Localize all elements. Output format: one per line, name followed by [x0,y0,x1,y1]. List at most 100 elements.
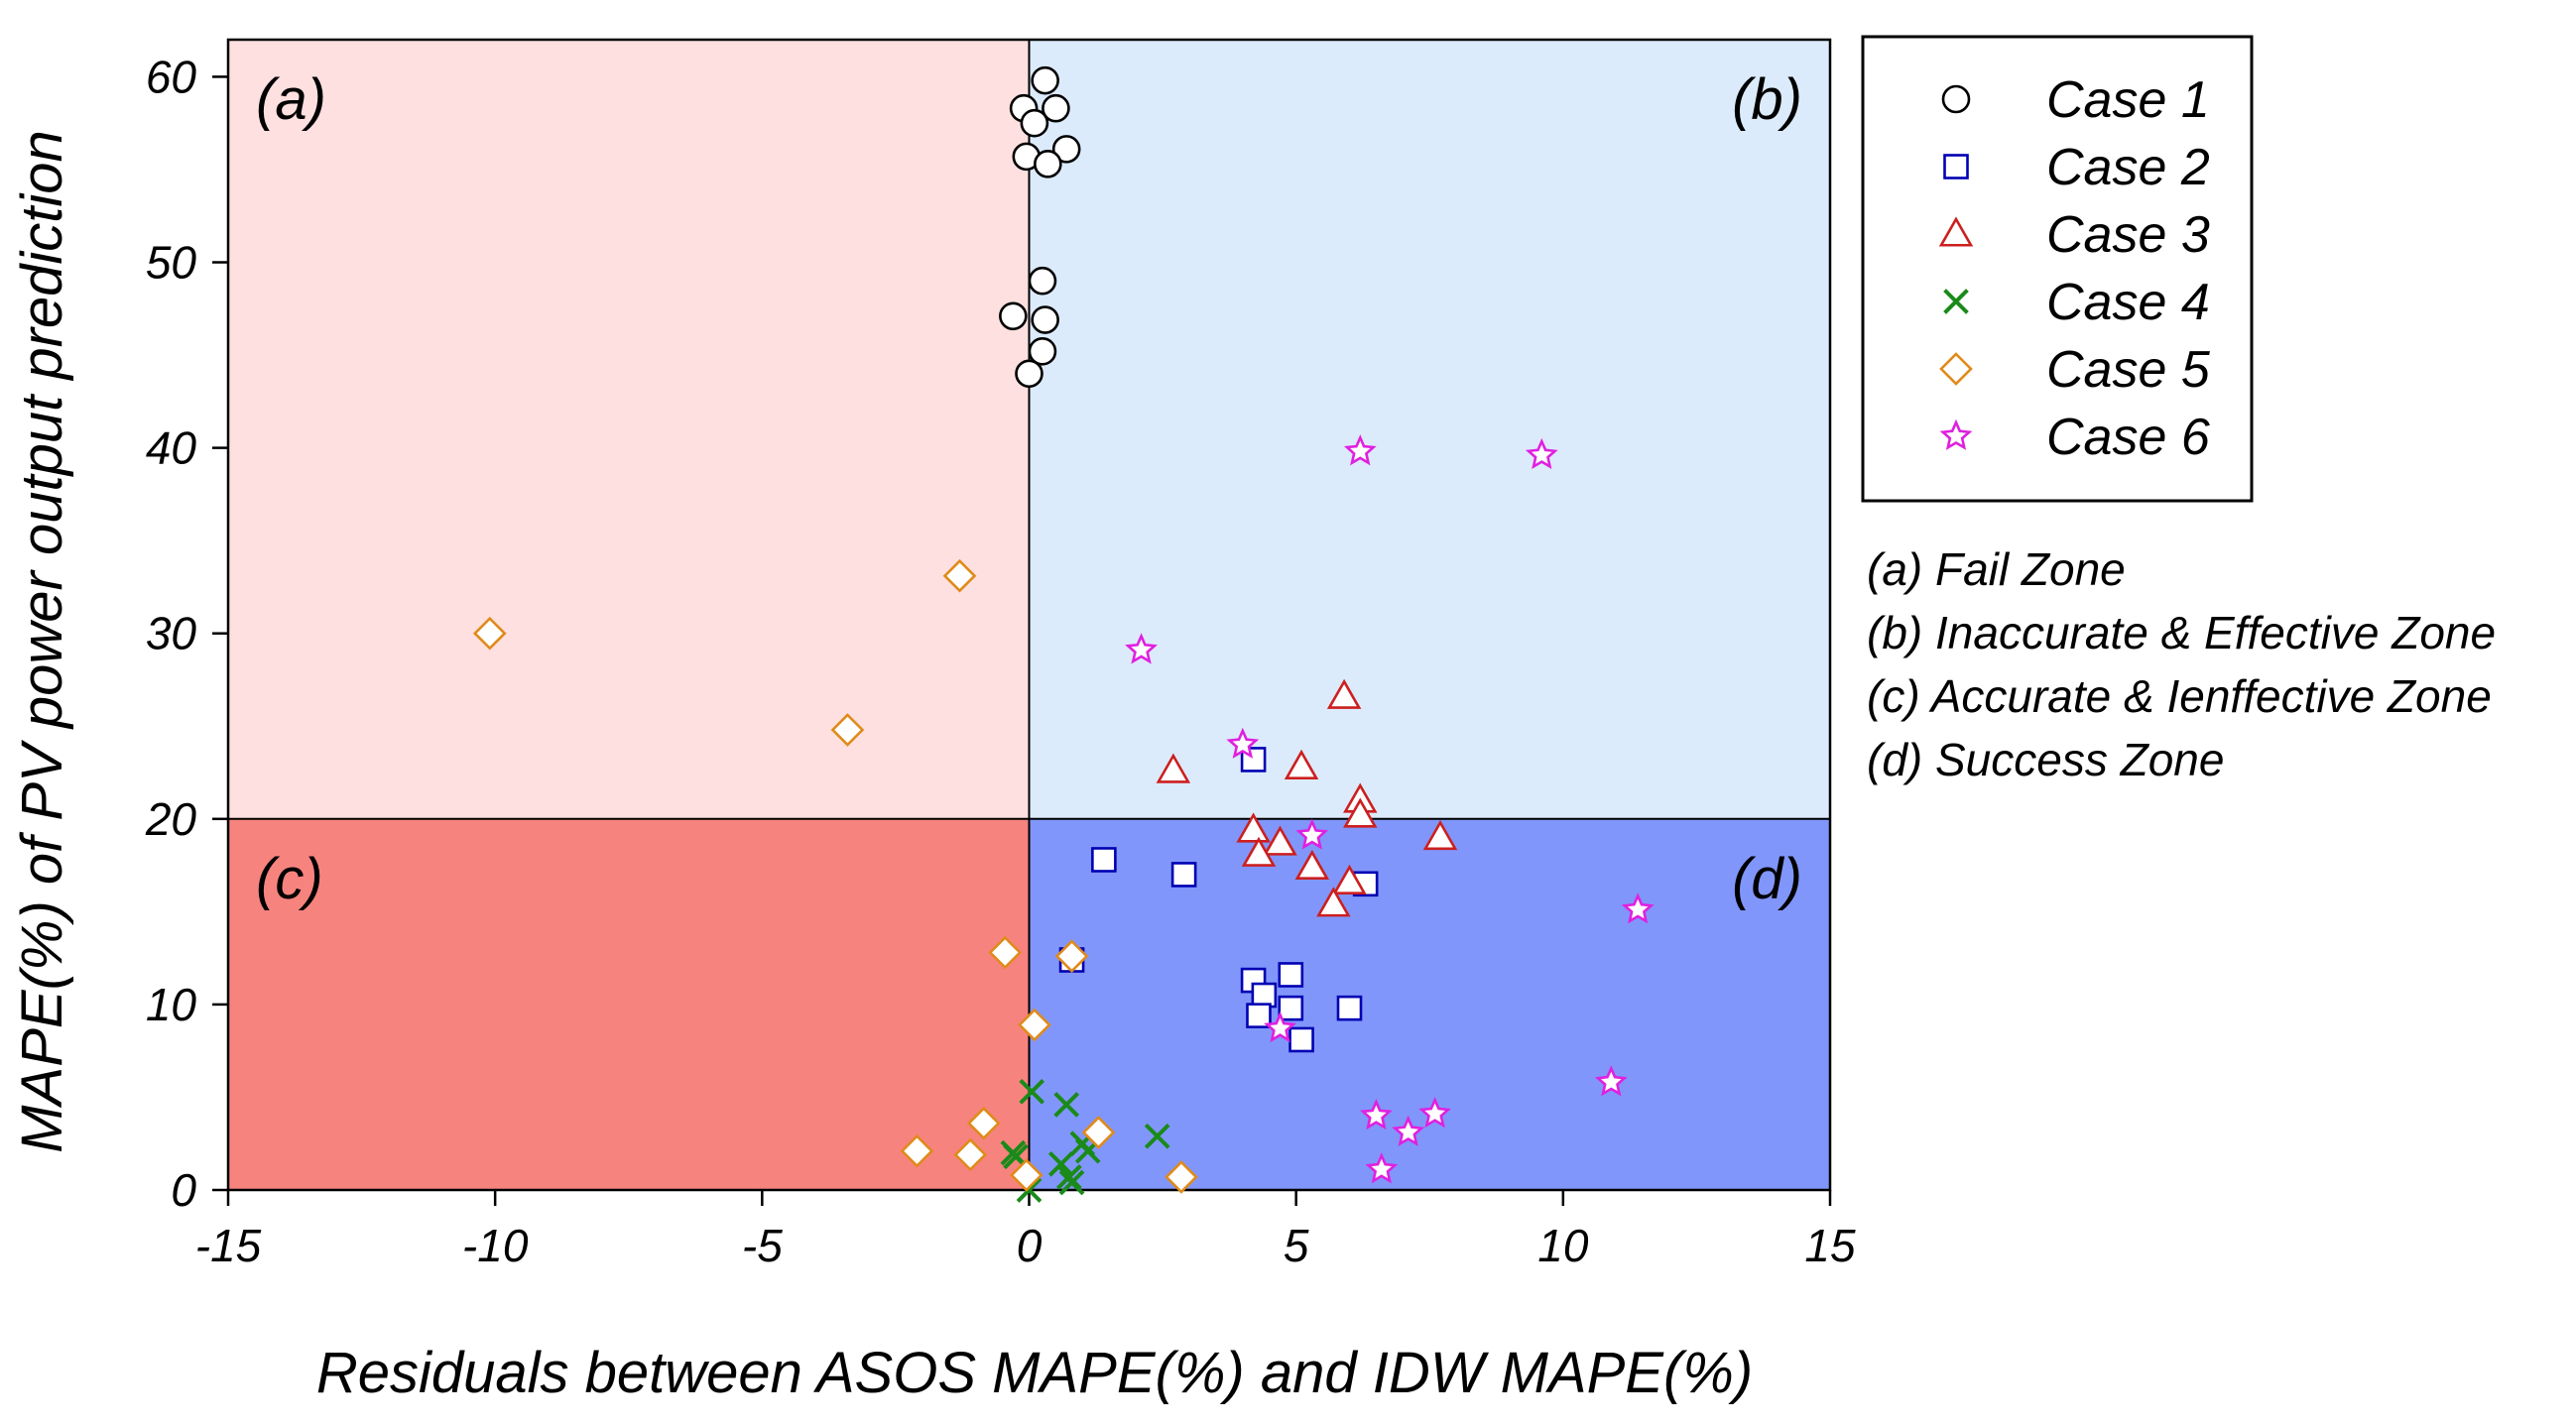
x-tick-label: -10 [462,1220,529,1271]
x-tick-label: 15 [1804,1220,1856,1271]
zone-a-label: (a) [256,67,326,132]
legend-label: Case 3 [2046,206,2210,264]
zone-d-background [1029,818,1830,1190]
data-point [1091,847,1117,873]
legend-label: Case 4 [2046,274,2210,331]
legend-label: Case 6 [2046,409,2210,466]
axis-ticks: -15 -10 -5 0 5 10 15 0 10 20 30 40 50 60 [145,51,1856,1271]
zone-c-background [228,818,1030,1190]
data-point [1360,1098,1393,1130]
data-point [1594,1065,1628,1097]
legend-marker [1943,154,1969,179]
y-tick-label: 30 [146,608,197,659]
legend-label: Case 1 [2046,71,2210,129]
data-point [1422,819,1458,851]
data-point [1264,1011,1296,1043]
x-tick-label: -5 [742,1220,783,1271]
y-tick-label: 20 [145,793,197,845]
data-point [1031,65,1059,95]
data-point [1018,1008,1051,1042]
series-5 [472,558,1198,1194]
data-point [1051,135,1081,164]
data-point [1295,818,1329,850]
zone-definitions: (a) Fail Zone (b) Inaccurate & Effective … [1867,543,2496,785]
data-point [1343,434,1377,466]
legend-marker [1943,289,1969,314]
legend-label: Case 2 [2046,139,2210,196]
data-point [988,935,1023,970]
data-point [1336,995,1363,1021]
data-point [1418,1097,1451,1129]
legend-box [1861,35,2254,503]
data-point [953,1137,988,1172]
data-point [1332,864,1367,894]
zone-backgrounds [228,40,1830,1190]
data-point [1365,1152,1399,1184]
zone-definition: (b) Inaccurate & Effective Zone [1867,607,2496,658]
data-point [1034,150,1062,178]
legend-label: Case 5 [2046,341,2211,399]
data-point [1241,836,1277,867]
zone-definition: (a) Fail Zone [1867,543,2126,595]
data-point [1053,1092,1080,1118]
data-point [1294,849,1330,881]
y-tick-label: 10 [146,979,197,1030]
data-point [1015,359,1043,389]
data-point [1058,1169,1085,1196]
legend-marker [1939,418,1973,450]
data-point [1288,1026,1314,1053]
data-point [1284,749,1319,779]
data-point [1392,1115,1425,1146]
data-point [1165,1160,1198,1194]
x-axis-title: Residuals between ASOS MAPE(%) and IDW M… [316,1341,1753,1405]
data-point [1042,93,1070,123]
data-point [472,616,507,651]
data-point [1056,1164,1082,1190]
legend-marker [1938,216,1974,247]
data-point [1031,305,1059,334]
data-point [1343,797,1378,828]
data-point [1263,825,1297,856]
data-point [1028,266,1057,296]
data-point [830,713,865,747]
data-point [1278,995,1304,1021]
data-point [1054,939,1089,974]
series-3 [1156,678,1458,917]
legend-marker [1939,352,1973,386]
series-6 [1125,434,1655,1184]
data-point [1081,1116,1116,1149]
zone-a-background [228,40,1030,819]
zone-b-label: (b) [1732,67,1802,132]
data-point [1246,1003,1272,1028]
x-tick-label: 5 [1284,1220,1309,1271]
zone-definition: (c) Accurate & Ienffective Zone [1867,670,2492,722]
data-point [1009,1158,1043,1192]
x-tick-label: -15 [195,1220,262,1271]
legend-marker [1941,84,1971,114]
data-points [472,65,1655,1203]
legend: Case 1 Case 2 Case 3 Case 4 Case 5 Case 6 [1861,35,2254,503]
data-point [999,301,1028,331]
data-point [1226,727,1260,759]
y-axis-title: MAPE(%) of PV power output prediction [10,130,74,1153]
data-point [1125,633,1158,664]
data-point [1621,892,1655,924]
data-point [1316,887,1351,917]
y-tick-label: 0 [171,1164,196,1216]
data-point [1019,1079,1045,1105]
series-1 [999,65,1081,389]
zone-labels: (a) (b) (c) (d) [256,67,1802,911]
data-point [966,1106,1001,1140]
data-point [942,558,977,593]
x-tick-label: 10 [1537,1220,1589,1271]
zone-d-label: (d) [1732,847,1802,911]
data-point [1326,678,1362,709]
data-point [1278,962,1304,988]
data-point [1047,1150,1074,1177]
x-tick-label: 0 [1017,1220,1043,1271]
y-tick-label: 60 [146,51,197,102]
zone-definition: (d) Success Zone [1867,734,2224,785]
y-tick-label: 40 [146,422,197,474]
zone-c-label: (c) [256,847,323,911]
